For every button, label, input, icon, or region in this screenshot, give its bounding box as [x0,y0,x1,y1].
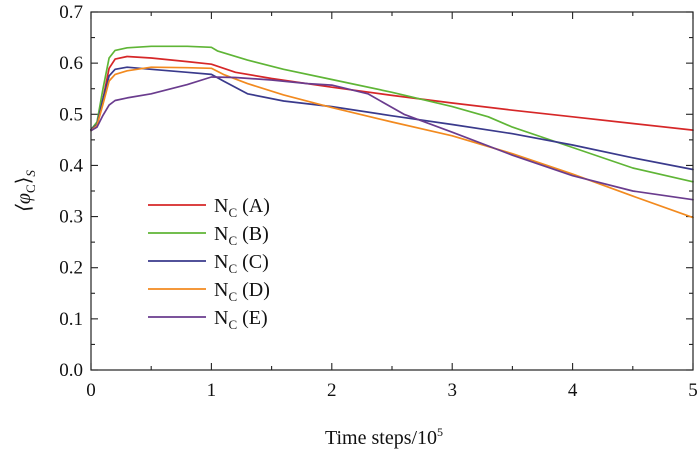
x-tick-label: 3 [447,380,457,401]
series-line-4 [90,66,694,219]
y-tick-label: 0.1 [59,309,83,330]
legend-label: NC (E) [214,307,268,332]
plot-frame [90,11,694,371]
svg-text:⟨φC⟩S: ⟨φC⟩S [13,170,38,212]
series-line-5 [90,76,694,201]
y-tick-labels: 0.0 0.1 0.2 0.3 0.4 0.5 0.6 0.7 [59,2,83,381]
legend: NC (A) NC (B) NC (C) NC (D) NC (E) [148,195,270,332]
x-tick-label: 5 [688,380,698,401]
y-axis-label: ⟨φC⟩S [13,170,38,212]
y-tick-label: 0.0 [59,360,83,381]
y-tick-label: 0.6 [59,53,83,74]
series-line-2 [90,45,694,183]
x-tick-label: 0 [86,380,96,401]
legend-label: NC (C) [214,251,269,276]
legend-label: NC (D) [214,279,270,304]
y-tick-label: 0.2 [59,258,83,279]
legend-label: NC (B) [214,223,269,248]
legend-label: NC (A) [214,195,270,220]
y-tick-label: 0.3 [59,207,83,228]
x-tick-label: 1 [207,380,217,401]
x-tick-label: 2 [327,380,337,401]
series-lines [90,45,694,219]
series-line-3 [90,66,694,171]
x-tick-labels: 0 1 2 3 4 5 [86,380,698,401]
series-line-1 [90,55,694,131]
y-tick-label: 0.5 [59,104,83,125]
y-tick-label: 0.4 [59,155,83,176]
x-axis-label: Time steps/105 [325,425,443,449]
y-tick-label: 0.7 [59,2,83,23]
x-tick-label: 4 [568,380,578,401]
